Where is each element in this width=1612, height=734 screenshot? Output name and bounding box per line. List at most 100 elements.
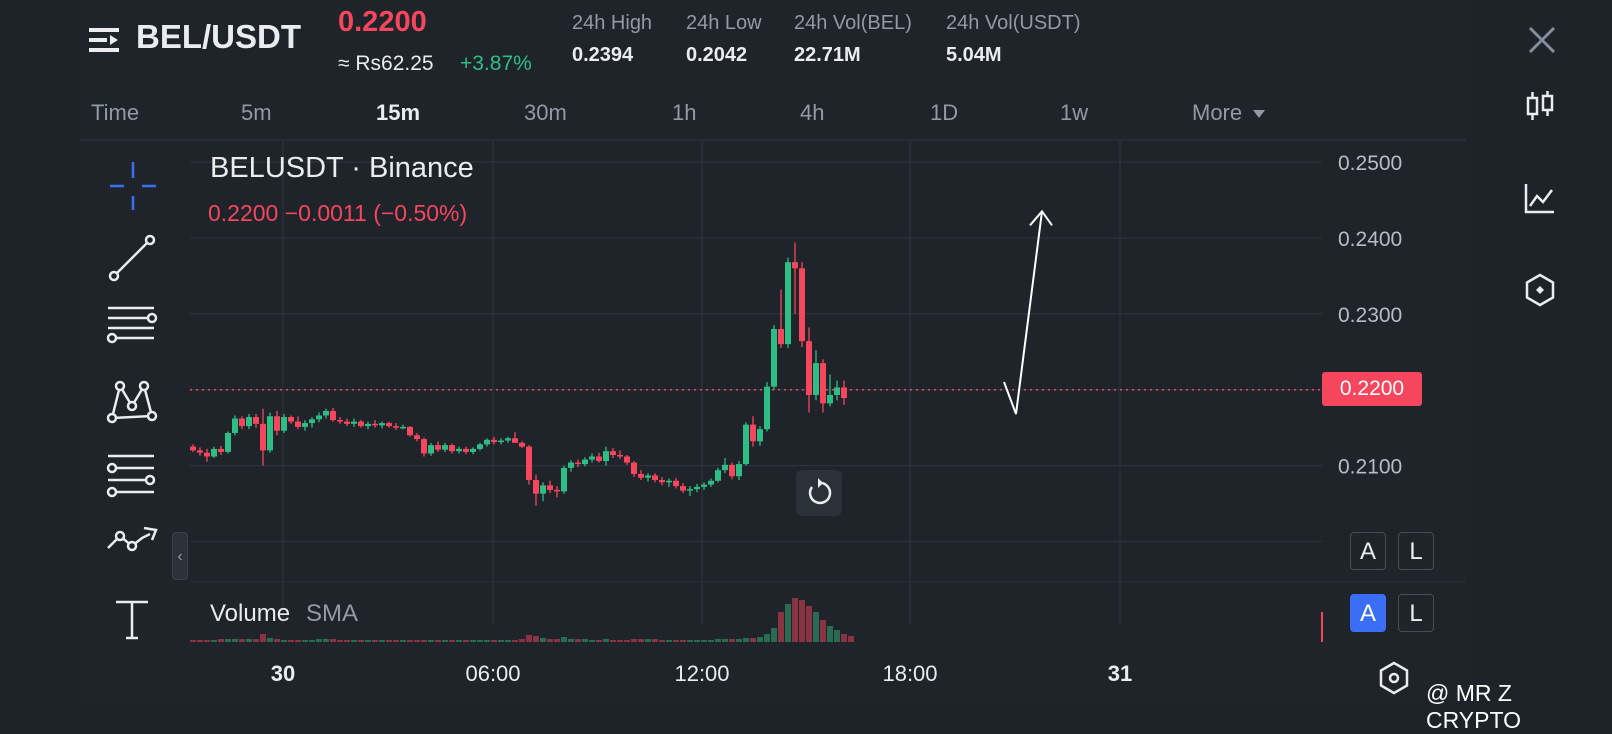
candle-body [610,451,616,455]
pattern-icon[interactable] [106,378,160,432]
candle-body [372,423,378,426]
tab-more-label: More [1192,100,1243,125]
volume-bar [708,640,714,642]
candle-body [757,429,763,442]
trend-line-icon[interactable] [106,232,160,286]
volume-bar [344,640,350,642]
candle-body [190,446,196,451]
volume-bar [519,639,525,642]
candle-body [533,480,539,494]
tab-more[interactable]: More [1192,100,1266,126]
tab-time[interactable]: Time [91,100,140,125]
candle-body [554,489,560,492]
volume-bar [638,639,644,642]
candle-body [694,486,700,490]
volume-bar [435,640,441,642]
candle-body [316,415,322,420]
candle-body [743,424,749,465]
volume-bar [589,640,595,642]
candle-settings-icon[interactable] [1522,88,1558,124]
candle-body [568,462,574,468]
candle-body [309,419,315,424]
auto-scale-button[interactable]: A [1350,532,1386,570]
candle-body [253,417,259,424]
indicator-icon[interactable] [1522,180,1558,216]
volume-bar [351,640,357,642]
x-tick-label: 18:00 [882,661,937,686]
fib-icon[interactable] [106,452,160,506]
volume-bar [463,640,469,642]
candle-body [351,421,357,424]
candle-body [624,456,630,463]
volume-bar [421,640,427,642]
hexagon-icon[interactable] [1522,272,1558,308]
x-tick-label: 12:00 [674,661,729,686]
volume-bar [715,639,721,642]
pair-title[interactable]: BEL/USDT [136,18,301,55]
tab-4h[interactable]: 4h [800,100,825,125]
tab-1h[interactable]: 1h [672,100,697,125]
candle-body [715,470,721,481]
hexagon-icon [1379,661,1409,695]
candle-body [771,328,777,387]
candle-body [645,475,651,478]
menu-icon[interactable] [88,24,120,56]
candle-body [547,485,553,490]
stat-value-vol-quote: 5.04M [946,44,1002,66]
volume-bar [666,640,672,642]
candle-body [827,395,833,404]
volume-auto-scale-button[interactable]: A [1350,594,1386,632]
x-tick-label: 30 [271,661,295,686]
candle-body [449,445,455,452]
y-tick-label: 0.2300 [1338,304,1402,327]
volume-bar [393,640,399,642]
candle-body [232,418,238,433]
tab-1w[interactable]: 1w [1060,100,1089,125]
volume-bar [582,639,588,642]
volume-bar [659,640,665,642]
candle-body [778,328,784,345]
candle-body [589,456,595,460]
candle-body [750,424,756,442]
collapse-toolbar-button[interactable]: ‹ [172,532,188,580]
volume-bar [225,639,231,642]
stat-value-high: 0.2394 [572,44,634,66]
y-tick-label: 0.2500 [1338,152,1402,175]
candle-body [792,262,798,269]
log-scale-button[interactable]: L [1398,532,1434,570]
candle-body [428,445,434,454]
candle-body [281,417,287,431]
candle-body [813,363,819,396]
tab-5m[interactable]: 5m [241,100,272,125]
candle-body [442,445,448,450]
x-tick-label: 31 [1108,661,1132,686]
close-icon[interactable] [1526,24,1558,56]
chart-legend-title: BELUSDT · Binance [210,152,474,184]
stat-value-low: 0.2042 [686,44,748,66]
volume-log-scale-button[interactable]: L [1398,594,1434,632]
candle-body [491,439,497,443]
candle-body [421,439,427,454]
volume-bar [246,639,252,642]
volume-bar [337,640,343,642]
volume-bar [288,640,294,642]
volume-bar [540,638,546,642]
volume-bar [407,640,413,642]
volume-bar [295,640,301,642]
path-icon[interactable] [106,524,160,578]
tab-30m[interactable]: 30m [524,100,567,125]
volume-bar [624,640,630,642]
text-icon[interactable] [106,596,160,650]
volume-bar [526,635,532,642]
reset-chart-button[interactable] [796,470,842,516]
volume-bar [617,640,623,642]
candle-body [680,486,686,491]
tab-15m[interactable]: 15m [376,100,421,125]
volume-bar [750,638,756,642]
horizontal-lines-icon[interactable] [106,304,160,358]
crosshair-icon[interactable] [106,160,160,214]
volume-bar [512,640,518,642]
tab-1d[interactable]: 1D [930,100,959,125]
candle-body [260,423,266,451]
